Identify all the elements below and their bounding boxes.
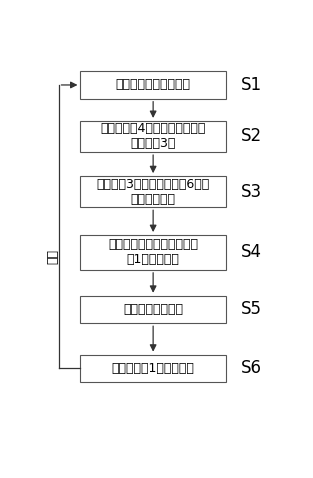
FancyBboxPatch shape [80,355,226,382]
Text: S2: S2 [240,128,262,145]
Text: S1: S1 [240,76,262,94]
Text: 建立大数据散点图: 建立大数据散点图 [123,303,183,316]
Text: S6: S6 [240,359,261,377]
Text: S5: S5 [240,301,261,318]
Text: 反馈: 反馈 [46,249,59,263]
FancyBboxPatch shape [80,296,226,323]
FancyBboxPatch shape [80,235,226,270]
Text: 寄存器（3）中建立钻头（6）适
应性评价模型: 寄存器（3）中建立钻头（6）适 应性评价模型 [96,178,210,206]
FancyBboxPatch shape [80,121,226,152]
Text: S3: S3 [240,183,262,201]
Text: S4: S4 [240,243,261,261]
Text: 地面终端（1）查看结果: 地面终端（1）查看结果 [112,362,195,375]
Text: 控制中心（4）处理参数并存入
寄存器（3）: 控制中心（4）处理参数并存入 寄存器（3） [100,122,206,151]
Text: 实时采集井下工程参数: 实时采集井下工程参数 [115,78,191,91]
Text: 将评价模型传输到地面终端
（1）进行评价: 将评价模型传输到地面终端 （1）进行评价 [108,239,198,266]
FancyBboxPatch shape [80,71,226,99]
FancyBboxPatch shape [80,176,226,207]
